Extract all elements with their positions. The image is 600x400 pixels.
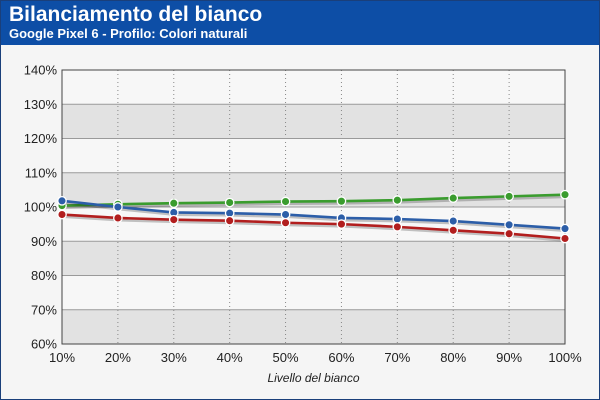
data-point [504, 219, 514, 230]
data-point [224, 215, 235, 226]
data-point [392, 222, 403, 232]
data-point [57, 209, 67, 220]
y-tick-label: 120% [24, 131, 58, 146]
y-tick-label: 110% [25, 165, 58, 180]
data-point [392, 214, 403, 224]
data-point [560, 223, 570, 234]
x-tick-label: 100% [548, 350, 582, 365]
plot-band [62, 275, 565, 310]
data-point [504, 191, 514, 202]
x-tick-label: 60% [328, 350, 354, 365]
x-tick-label: 40% [217, 350, 243, 365]
series-3 [57, 209, 570, 244]
series-line-shadow [63, 215, 567, 243]
series-line-shadow [63, 195, 567, 210]
chart-title: Bilanciamento del bianco [9, 3, 263, 26]
plot-band [62, 241, 565, 276]
x-tick-labels: 10% 20% 30% 40% 50% 60% 70% 80% 90% 100% [49, 350, 582, 365]
series-layer [57, 189, 570, 244]
series-line-shadow [63, 201, 567, 233]
series-line [61, 199, 566, 230]
y-tick-label: 80% [31, 268, 57, 283]
data-point [560, 233, 570, 244]
data-point [224, 197, 235, 208]
data-point [280, 196, 291, 207]
plot-band [62, 138, 565, 173]
data-point [560, 189, 570, 200]
data-point [168, 198, 179, 209]
plot-band [62, 104, 565, 139]
plot-band [62, 70, 565, 105]
data-point [113, 202, 123, 212]
data-point [336, 219, 347, 229]
chart-subtitle: Google Pixel 6 - Profilo: Colori natural… [9, 26, 248, 41]
x-tick-label: 70% [384, 350, 410, 365]
data-point [448, 193, 459, 203]
data-point [113, 213, 123, 223]
x-tick-label: 80% [440, 350, 466, 365]
y-tick-label: 130% [24, 97, 58, 112]
data-point [392, 195, 403, 205]
chart-header: Bilanciamento del bianco Google Pixel 6 … [1, 1, 599, 45]
data-point [504, 228, 514, 239]
y-tick-label: 90% [31, 234, 57, 249]
plot-band [62, 309, 565, 344]
y-tick-labels: 60% 70% 80% 90% 100% 110% 120% 130% 140% [24, 63, 58, 352]
y-tick-label: 70% [31, 302, 57, 317]
data-point [280, 217, 291, 228]
x-tick-label: 50% [273, 350, 299, 365]
y-tick-label: 140% [24, 63, 58, 78]
x-tick-label: 90% [496, 350, 522, 365]
data-point [168, 214, 179, 225]
x-tick-label: 30% [161, 350, 187, 365]
x-axis-label: Livello del bianco [267, 371, 359, 385]
x-tick-label: 10% [49, 350, 75, 365]
y-tick-label: 100% [24, 200, 58, 215]
x-tick-label: 20% [105, 350, 131, 365]
y-tick-label: 60% [31, 337, 57, 352]
series-line [61, 213, 566, 240]
series-line [61, 193, 566, 207]
data-point [448, 216, 459, 226]
data-point [336, 196, 347, 207]
data-point [448, 225, 459, 236]
data-point [57, 195, 67, 206]
data-point [280, 209, 291, 220]
series-1 [57, 189, 570, 211]
